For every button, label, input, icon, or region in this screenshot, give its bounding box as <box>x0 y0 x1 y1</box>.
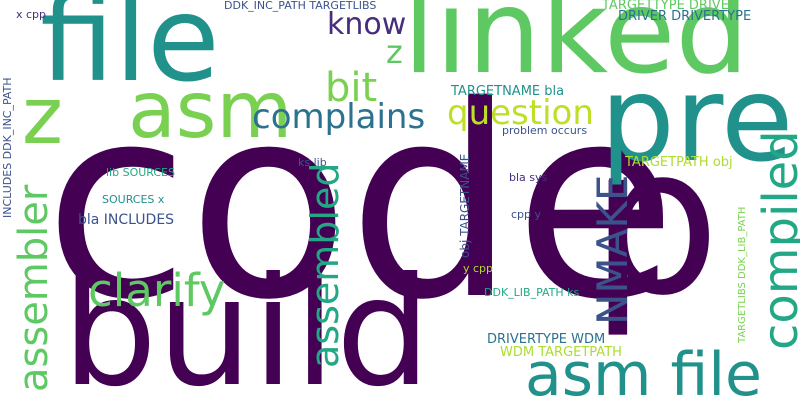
word-targetname-bla: TARGETNAME bla <box>451 84 565 99</box>
word-clarify: clarify <box>88 264 226 317</box>
word-asm: asm <box>128 66 293 156</box>
word-lib-sources: lib SOURCES <box>106 166 175 179</box>
word-bla-includes: bla INCLUDES <box>78 212 175 228</box>
word-asm-file: asm file <box>525 340 762 400</box>
word-targetpath-obj: TARGETPATH obj <box>625 155 733 170</box>
word-cpp-y: cpp y <box>511 208 542 221</box>
word-sources-x: SOURCES x <box>102 193 165 206</box>
word-problem-occurs: problem occurs <box>502 124 588 137</box>
word-complains: complains <box>252 97 426 137</box>
word-pre: pre <box>600 50 794 188</box>
word-file: file <box>40 0 220 108</box>
word-driver-drivertype: DRIVER DRIVERTYPE <box>618 9 752 24</box>
word-ks-lib: ks lib <box>298 156 327 169</box>
word-p: p <box>590 103 721 341</box>
word-know: know <box>327 7 407 42</box>
word-build: build <box>62 246 431 400</box>
word-z-small: z <box>386 33 403 71</box>
word-ddk-lib-path-ks: DDK_LIB_PATH ks <box>484 286 580 299</box>
word-z: z <box>22 72 63 162</box>
word-ddk-inc-path-targetlibs: DDK_INC_PATH TARGETLIBS <box>224 0 377 12</box>
word-assembler: assembler <box>11 184 57 392</box>
word-targettype-driver: TARGETTYPE DRIVER <box>602 0 738 13</box>
word-bla-sys: bla sys <box>509 171 548 184</box>
word-targetlibs-ddk-lib-path: TARGETLIBS DDK_LIB_PATH <box>737 206 748 343</box>
word-x-cpp: x cpp <box>16 8 47 21</box>
word-linked: linked <box>403 0 750 100</box>
word-code: code <box>44 50 677 358</box>
word-question: question <box>447 93 594 133</box>
word-nmake: NMAKE <box>588 174 637 325</box>
word-bit: bit <box>325 65 378 111</box>
word-compiled: compiled <box>753 130 800 350</box>
word-y-cpp: y cpp <box>463 262 494 275</box>
word-wdm-targetpath: WDM TARGETPATH <box>500 345 622 360</box>
word-obj-targetname: obj TARGETNAME <box>458 153 472 258</box>
word-includes-ddk-inc-path: INCLUDES DDK_INC_PATH <box>1 77 14 218</box>
word-drivertype-wdm: DRIVERTYPE WDM <box>487 332 606 347</box>
word-assembled: assembled <box>303 162 347 368</box>
